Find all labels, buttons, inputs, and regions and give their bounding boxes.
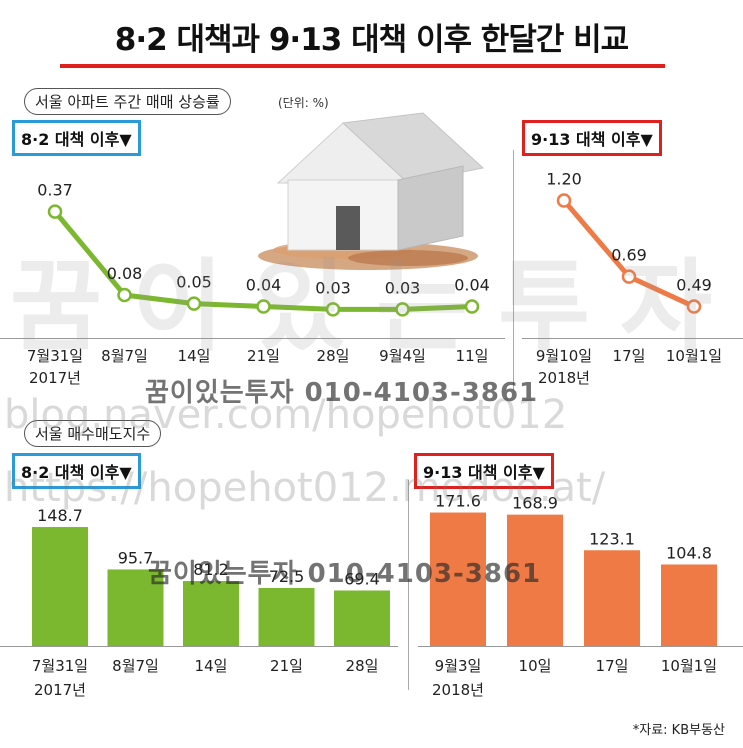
watermark-url-modoo: https://hopehot012.modoo.at/ bbox=[4, 465, 606, 511]
top-panel-divider bbox=[513, 150, 514, 390]
data-label: 104.8 bbox=[666, 543, 712, 562]
data-label: 168.9 bbox=[512, 494, 558, 513]
bar bbox=[584, 550, 640, 646]
bar bbox=[183, 581, 239, 646]
data-point bbox=[117, 287, 132, 303]
data-label: 81.2 bbox=[193, 560, 229, 579]
bar-chart-913: 171.6 9월3일 168.9 10일 123.1 17일 104.8 10월1일 2018년 bbox=[430, 492, 717, 699]
watermark-text-top: 꿈이있는투자 010-4103-3861 bbox=[145, 378, 539, 408]
tag-82-top: 8·2 대책 이후▼ bbox=[12, 120, 141, 156]
x-tick-label: 28일 bbox=[346, 657, 379, 675]
title-underline bbox=[60, 64, 665, 68]
data-point bbox=[186, 296, 202, 311]
year-label: 2017년 bbox=[29, 369, 81, 387]
data-label: 1.20 bbox=[546, 169, 582, 188]
data-point bbox=[395, 302, 410, 317]
bottom-left-axis-line bbox=[0, 646, 398, 647]
tag-913-bottom: 9·13 대책 이후▼ bbox=[414, 453, 554, 489]
watermark-url-blog: blog.naver.com/hopehot012 bbox=[4, 392, 568, 438]
x-tick-label: 14일 bbox=[178, 347, 211, 365]
data-label: 0.04 bbox=[454, 276, 490, 295]
x-tick-label: 9월10일 bbox=[536, 347, 592, 365]
data-label: 0.49 bbox=[676, 276, 712, 295]
bar-chart-82: 148.7 7월31일 95.7 8월7일 81.2 14일 72.5 21일 69.4 28일 2… bbox=[32, 506, 390, 699]
line-chart-913: 1.20 9월10일 0.69 17일 0.49 10월1일 2018년 bbox=[536, 169, 722, 387]
x-tick-label: 14일 bbox=[195, 657, 228, 675]
x-tick-label: 10월1일 bbox=[666, 347, 722, 365]
top-unit-label: (단위: %) bbox=[278, 96, 329, 110]
bottom-right-axis-line bbox=[418, 646, 743, 647]
bottom-section-label: 서울 매수매도지수 bbox=[24, 420, 162, 447]
data-point bbox=[464, 299, 480, 314]
data-label: 69.4 bbox=[344, 569, 380, 588]
big-watermark: 꿈이있는투자 bbox=[10, 248, 742, 365]
year-label: 2017년 bbox=[34, 681, 86, 699]
x-tick-label: 7월31일 bbox=[32, 657, 88, 675]
year-label: 2018년 bbox=[432, 681, 484, 699]
data-label: 0.05 bbox=[176, 273, 212, 292]
page-title: 8·2 대책과 9·13 대책 이후 한달간 비교 bbox=[114, 22, 629, 58]
x-tick-label: 9월3일 bbox=[435, 657, 482, 675]
x-tick-label: 8월7일 bbox=[101, 347, 148, 365]
top-right-axis-line bbox=[522, 338, 743, 339]
data-label: 0.37 bbox=[37, 181, 73, 200]
source-note: *자료: KB부동산 bbox=[632, 723, 725, 738]
year-label: 2018년 bbox=[538, 369, 590, 387]
data-label: 0.08 bbox=[107, 264, 143, 283]
data-point bbox=[325, 302, 341, 317]
bar bbox=[32, 527, 88, 646]
bar bbox=[507, 514, 563, 646]
data-label: 148.7 bbox=[37, 506, 83, 525]
data-label: 0.03 bbox=[315, 278, 351, 297]
x-tick-label: 17일 bbox=[596, 657, 629, 675]
bar bbox=[430, 512, 486, 646]
data-point bbox=[686, 299, 702, 314]
top-left-axis-line bbox=[0, 338, 505, 339]
data-label: 0.69 bbox=[611, 246, 647, 265]
data-label: 0.04 bbox=[246, 276, 282, 295]
x-tick-label: 17일 bbox=[613, 347, 646, 365]
tag-913-top: 9·13 대책 이후▼ bbox=[522, 120, 662, 156]
data-label: 95.7 bbox=[118, 548, 154, 567]
x-tick-label: 9월4일 bbox=[379, 347, 426, 365]
x-tick-label: 7월31일 bbox=[27, 347, 83, 365]
data-label: 171.6 bbox=[435, 492, 481, 511]
bar bbox=[258, 588, 315, 646]
x-tick-label: 10일 bbox=[519, 657, 552, 675]
x-tick-label: 10월1일 bbox=[661, 657, 717, 675]
x-tick-label: 21일 bbox=[247, 347, 280, 365]
bar bbox=[107, 569, 164, 646]
data-point bbox=[47, 204, 63, 219]
data-point bbox=[621, 269, 637, 284]
x-tick-label: 11일 bbox=[456, 347, 489, 365]
house-icon bbox=[258, 112, 485, 270]
tag-82-bottom: 8·2 대책 이후▼ bbox=[12, 453, 141, 489]
bottom-panel-divider bbox=[408, 480, 409, 690]
bar bbox=[334, 590, 390, 646]
x-tick-label: 8월7일 bbox=[112, 657, 159, 675]
data-point bbox=[556, 193, 572, 208]
bar bbox=[661, 564, 717, 646]
data-label: 72.5 bbox=[269, 567, 305, 586]
data-point bbox=[256, 299, 271, 314]
line-chart-82: 0.37 7월31일 0.08 8월7일 0.05 14일 0.04 21일 0.03 28일 0.… bbox=[27, 181, 490, 387]
data-label: 123.1 bbox=[589, 529, 635, 548]
watermark-text-bottom: 꿈이있는투자 010-4103-3861 bbox=[148, 559, 542, 589]
x-tick-label: 28일 bbox=[317, 347, 350, 365]
x-tick-label: 21일 bbox=[270, 657, 303, 675]
top-section-label: 서울 아파트 주간 매매 상승률 bbox=[24, 88, 231, 115]
data-label: 0.03 bbox=[385, 278, 421, 297]
